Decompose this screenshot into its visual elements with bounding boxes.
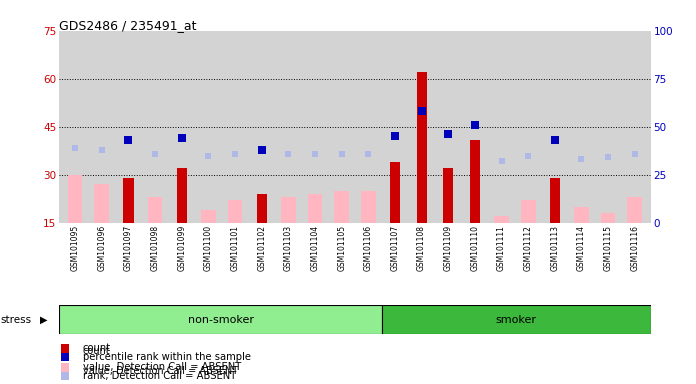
Text: GSM101106: GSM101106	[364, 225, 373, 271]
Text: value, Detection Call = ABSENT: value, Detection Call = ABSENT	[83, 362, 241, 372]
Bar	[627, 197, 642, 223]
Text: GSM101103: GSM101103	[284, 225, 293, 271]
Text: ▶: ▶	[40, 314, 48, 325]
Text: count: count	[83, 343, 111, 353]
Text: rank, Detection Call = ABSENT: rank, Detection Call = ABSENT	[83, 371, 236, 381]
Bar	[123, 178, 134, 223]
Bar	[281, 197, 296, 223]
Text: GSM101098: GSM101098	[150, 225, 159, 271]
Bar	[601, 213, 615, 223]
Text: value, Detection Call = ABSENT: value, Detection Call = ABSENT	[83, 366, 238, 376]
Bar	[148, 197, 162, 223]
Text: GSM101099: GSM101099	[177, 225, 187, 271]
Bar	[390, 162, 400, 223]
Bar	[550, 178, 560, 223]
Bar	[574, 207, 589, 223]
Text: percentile rank within the sample: percentile rank within the sample	[83, 352, 251, 362]
Bar	[308, 194, 322, 223]
Text: GDS2486 / 235491_at: GDS2486 / 235491_at	[59, 19, 197, 32]
Text: GSM101097: GSM101097	[124, 225, 133, 271]
Text: GSM101107: GSM101107	[390, 225, 400, 271]
Text: smoker: smoker	[496, 314, 537, 325]
Text: GSM101104: GSM101104	[310, 225, 319, 271]
Text: GSM101114: GSM101114	[577, 225, 586, 271]
Bar	[470, 139, 480, 223]
Text: GSM101108: GSM101108	[417, 225, 426, 271]
Bar	[59, 305, 382, 334]
Text: GSM101095: GSM101095	[71, 225, 79, 271]
Text: GSM101113: GSM101113	[551, 225, 560, 271]
Bar	[68, 175, 83, 223]
Text: count: count	[83, 346, 111, 356]
Bar	[257, 194, 267, 223]
Text: GSM101102: GSM101102	[258, 225, 266, 271]
Text: GSM101109: GSM101109	[444, 225, 452, 271]
Bar	[521, 200, 535, 223]
Bar	[416, 72, 427, 223]
Text: GSM101110: GSM101110	[470, 225, 480, 271]
Bar	[382, 305, 651, 334]
Text: GSM101111: GSM101111	[497, 225, 506, 271]
Bar	[361, 191, 376, 223]
Bar	[443, 168, 453, 223]
Bar	[494, 216, 509, 223]
Text: non-smoker: non-smoker	[187, 314, 253, 325]
Text: GSM101112: GSM101112	[523, 225, 532, 271]
Text: GSM101115: GSM101115	[603, 225, 612, 271]
Text: stress: stress	[1, 314, 32, 325]
Bar	[334, 191, 349, 223]
Bar	[95, 184, 109, 223]
Text: GSM101105: GSM101105	[337, 225, 346, 271]
Text: GSM101101: GSM101101	[230, 225, 239, 271]
Bar	[201, 210, 216, 223]
Bar	[177, 168, 187, 223]
Text: GSM101096: GSM101096	[97, 225, 106, 271]
Text: GSM101116: GSM101116	[631, 225, 639, 271]
Text: GSM101100: GSM101100	[204, 225, 213, 271]
Bar	[228, 200, 242, 223]
